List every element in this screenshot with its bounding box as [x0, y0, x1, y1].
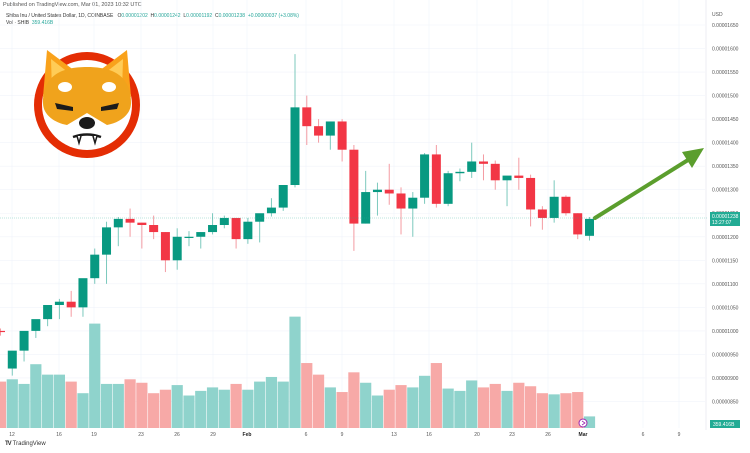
last-price-tag: 0.00001238 13:27:07 — [0, 212, 740, 226]
time-tick: 29 — [210, 432, 216, 438]
time-tick: 16 — [426, 432, 432, 438]
time-tick: Mar — [579, 432, 588, 438]
low-value: 0.00001192 — [186, 13, 213, 19]
price-tick: 0.00001600 — [712, 47, 739, 53]
price-tick: 0.00000900 — [712, 376, 739, 382]
time-axis[interactable]: 12 16 19 23 26 29 Feb 6 9 13 16 20 23 26 Mar 6 9 — [9, 432, 680, 438]
price-tick: 0.00001100 — [712, 282, 738, 288]
symbol-title: Shiba Inu / United States Dollar, 1D, CO… — [6, 13, 114, 19]
time-tick: 23 — [509, 432, 515, 438]
chart-legend: Shiba Inu / United States Dollar, 1D, CO… — [6, 13, 299, 27]
price-tick: 0.00001300 — [712, 188, 739, 194]
close-value: 0.00001238 — [218, 13, 246, 19]
published-note: Published on TradingView.com, Mar 01, 20… — [3, 2, 142, 8]
time-tick: Feb — [243, 432, 252, 438]
price-tick: 0.00000950 — [712, 352, 739, 358]
last-price-text: 0.00001238 — [712, 214, 739, 220]
time-tick: 26 — [545, 432, 551, 438]
volume-value: 359.416B — [31, 20, 54, 26]
open-value: 0.00001202 — [121, 13, 148, 19]
candlesticks — [0, 54, 594, 376]
price-tick: 0.00001550 — [712, 70, 739, 76]
change-value: +0.00000037 (+3.08%) — [247, 13, 299, 19]
price-tick: 0.00001650 — [712, 23, 739, 29]
time-tick: 6 — [642, 432, 645, 438]
time-tick: 19 — [91, 432, 97, 438]
volume-tag: 359.416B — [710, 420, 740, 428]
time-tick: 12 — [9, 432, 15, 438]
shiba-inu-logo-icon — [34, 50, 140, 158]
brand-text: TradingView — [12, 441, 46, 447]
time-tick: 23 — [138, 432, 144, 438]
time-tick: 16 — [56, 432, 62, 438]
price-tick: 0.00001150 — [712, 258, 738, 264]
price-tick: 0.00001000 — [712, 329, 739, 335]
time-tick: 9 — [341, 432, 344, 438]
grid-lines — [0, 0, 707, 430]
high-value: 0.00001242 — [154, 13, 181, 19]
volume-line: Vol · SHIB 359.416B — [6, 20, 54, 26]
uptrend-arrow-icon — [593, 148, 704, 220]
ohlc-line: Shiba Inu / United States Dollar, 1D, CO… — [6, 13, 299, 19]
price-tick: 0.00000850 — [712, 399, 739, 405]
time-tick: 9 — [678, 432, 681, 438]
volume-bars — [0, 316, 596, 428]
price-tick: 0.00001400 — [712, 141, 739, 147]
time-tick: 6 — [305, 432, 308, 438]
countdown-text: 13:27:07 — [712, 220, 732, 226]
price-tick: 0.00001500 — [712, 94, 739, 100]
tradingview-brand: TV TradingView — [5, 441, 46, 447]
price-tick: 0.00001050 — [712, 305, 739, 311]
price-tick: 0.00001200 — [712, 235, 739, 241]
price-tick: 0.00001450 — [712, 117, 739, 123]
volume-tag-text: 359.416B — [713, 422, 735, 428]
tradingview-logo-icon: TV — [5, 441, 12, 447]
time-tick: 26 — [174, 432, 180, 438]
event-marker-icon[interactable] — [578, 418, 588, 428]
currency-label: USD — [712, 12, 723, 18]
price-tick: 0.00001350 — [712, 164, 739, 170]
time-tick: 13 — [391, 432, 397, 438]
time-tick: 20 — [474, 432, 480, 438]
